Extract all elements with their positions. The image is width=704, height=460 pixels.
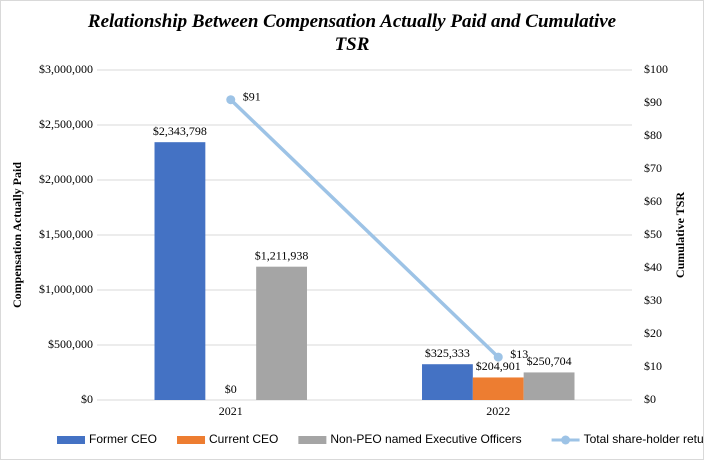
bar bbox=[523, 372, 575, 400]
y-axis-label: Compensation Actually Paid bbox=[10, 162, 24, 308]
y-tick-label: $1,500,000 bbox=[39, 227, 93, 241]
legend-swatch bbox=[298, 436, 327, 444]
y-tick-label: $500,000 bbox=[48, 337, 93, 351]
legend-swatch bbox=[561, 435, 571, 445]
legend-label: Current CEO bbox=[209, 432, 278, 446]
y2-tick-label: $70 bbox=[644, 161, 662, 175]
data-label: $13 bbox=[510, 347, 528, 361]
chart-title: Relationship Between Compensation Actual… bbox=[87, 11, 617, 55]
y-tick-label: $0 bbox=[81, 392, 93, 406]
bar bbox=[422, 364, 473, 400]
y-tick-label: $1,000,000 bbox=[39, 282, 93, 296]
legend-label: Total share-holder return bbox=[584, 432, 704, 446]
y2-tick-label: $0 bbox=[644, 392, 656, 406]
data-label: $1,211,938 bbox=[255, 248, 309, 262]
line-marker bbox=[493, 352, 503, 362]
y-tick-label: $2,500,000 bbox=[39, 117, 93, 131]
y2-tick-label: $100 bbox=[644, 62, 668, 76]
y2-tick-label: $30 bbox=[644, 293, 662, 307]
y2-axis-label: Cumulative TSR bbox=[673, 192, 687, 278]
data-label: $204,901 bbox=[476, 359, 521, 373]
y-tick-label: $3,000,000 bbox=[39, 62, 93, 76]
line bbox=[229, 98, 500, 359]
y2-tick-label: $40 bbox=[644, 260, 662, 274]
legend-label: Former CEO bbox=[89, 432, 157, 446]
data-label: $325,333 bbox=[425, 346, 470, 360]
line-marker bbox=[226, 95, 236, 105]
data-label: $250,704 bbox=[527, 354, 572, 368]
y2-tick-label: $20 bbox=[644, 326, 662, 340]
bar bbox=[472, 377, 524, 400]
y-tick-label: $2,000,000 bbox=[39, 172, 93, 186]
bar bbox=[256, 266, 307, 400]
x-tick-label: 2021 bbox=[219, 404, 243, 418]
x-tick-label: 2022 bbox=[486, 404, 510, 418]
legend-swatch bbox=[57, 436, 85, 444]
y2-tick-label: $50 bbox=[644, 227, 662, 241]
y2-tick-label: $80 bbox=[644, 128, 662, 142]
y2-tick-label: $60 bbox=[644, 194, 662, 208]
y2-tick-label: $90 bbox=[644, 95, 662, 109]
data-label: $0 bbox=[225, 382, 237, 396]
y2-tick-label: $10 bbox=[644, 359, 662, 373]
data-label: $91 bbox=[243, 89, 261, 103]
legend-swatch bbox=[177, 436, 206, 444]
bar bbox=[154, 142, 206, 400]
legend-label: Non-PEO named Executive Officers bbox=[330, 432, 521, 446]
data-label: $2,343,798 bbox=[153, 124, 207, 138]
